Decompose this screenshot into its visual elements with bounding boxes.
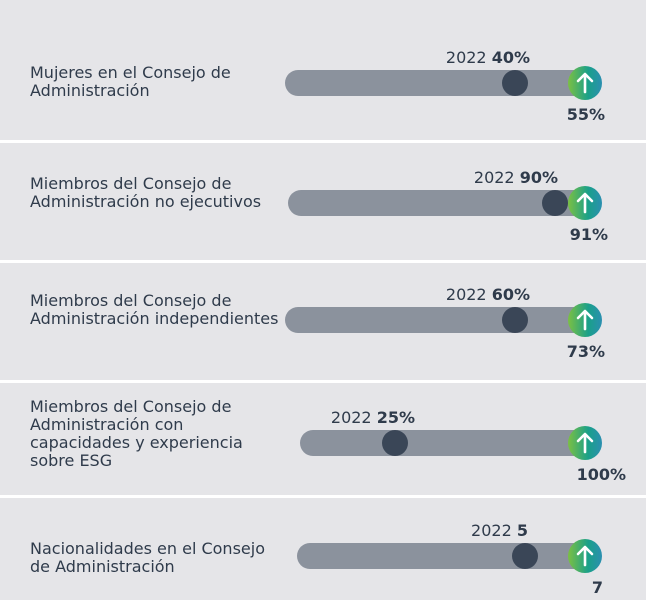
target-marker	[568, 426, 602, 460]
arrow-icon	[576, 545, 594, 567]
target-marker	[568, 539, 602, 573]
row-label: Miembros del Consejo de Administración n…	[30, 174, 262, 211]
current-value: 73%	[566, 342, 605, 361]
current-value: 7	[591, 578, 603, 597]
previous-value: 5	[516, 521, 528, 540]
row-label: Nacionalidades en el Consejo de Administ…	[30, 539, 265, 576]
progress-bar	[285, 70, 590, 96]
previous-marker	[382, 430, 408, 456]
current-value: 100%	[576, 465, 626, 484]
previous-marker	[542, 190, 568, 216]
arrow-icon	[576, 309, 594, 331]
previous-value: 40%	[491, 48, 530, 67]
previous-marker	[502, 307, 528, 333]
row-label: Miembros del Consejo de Administración c…	[30, 397, 243, 470]
target-marker	[568, 66, 602, 100]
year: 2022	[445, 285, 487, 304]
progress-bar	[297, 543, 590, 569]
current-value: 55%	[566, 105, 605, 124]
row-label: Miembros del Consejo de Administración i…	[30, 291, 279, 328]
current-value: 91%	[569, 225, 608, 244]
arrow-icon	[576, 192, 594, 214]
progress-bar	[300, 430, 590, 456]
year: 2022	[445, 48, 487, 67]
year-label: 2022 5	[471, 521, 528, 540]
year-label: 2022 40%	[446, 48, 530, 67]
year: 2022	[330, 408, 372, 427]
separator	[0, 495, 646, 498]
progress-bar	[288, 190, 590, 216]
separator	[0, 140, 646, 143]
row-label: Mujeres en el Consejo de Administración	[30, 63, 231, 100]
year-label: 2022 90%	[474, 168, 558, 187]
target-marker	[568, 186, 602, 220]
previous-value: 90%	[519, 168, 558, 187]
target-marker	[568, 303, 602, 337]
year-label: 2022 25%	[331, 408, 415, 427]
separator	[0, 260, 646, 263]
year-label: 2022 60%	[446, 285, 530, 304]
previous-value: 25%	[376, 408, 415, 427]
previous-marker	[502, 70, 528, 96]
arrow-icon	[576, 72, 594, 94]
year: 2022	[471, 521, 512, 540]
arrow-icon	[576, 432, 594, 454]
previous-value: 60%	[491, 285, 530, 304]
progress-bar	[285, 307, 590, 333]
previous-marker	[512, 543, 538, 569]
separator	[0, 380, 646, 383]
year: 2022	[473, 168, 515, 187]
